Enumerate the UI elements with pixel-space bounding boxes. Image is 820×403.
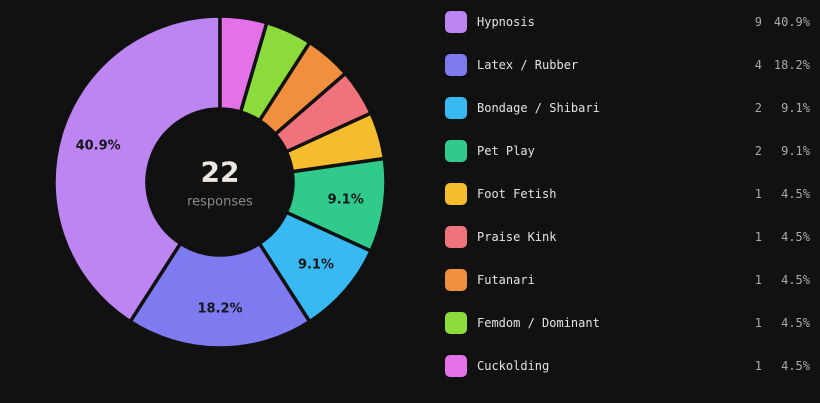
- donut-slices: [52, 14, 388, 350]
- pie-slice[interactable]: [128, 241, 312, 350]
- legend-item-percent: 4.5%: [781, 315, 810, 330]
- total-caption: responses: [187, 195, 253, 210]
- slice-percent-labels: 40.9% 18.2% 9.1% 9.1%: [76, 139, 364, 317]
- legend-item-percent: 4.5%: [781, 229, 810, 244]
- legend-item-label: Latex / Rubber: [477, 57, 579, 72]
- legend-item-count: 1: [754, 272, 762, 287]
- legend-item[interactable]: Bondage / Shibari 2 9.1%: [445, 86, 810, 129]
- legend-item[interactable]: Foot Fetish 1 4.5%: [445, 172, 810, 215]
- legend-item-count: 1: [754, 186, 762, 201]
- total-count: 22: [201, 156, 240, 189]
- legend-item-percent: 9.1%: [781, 143, 810, 158]
- legend-item-label: Praise Kink: [477, 229, 557, 244]
- donut-chart: 40.9% 18.2% 9.1% 9.1% 22 responses: [52, 14, 388, 350]
- legend-item-label: Foot Fetish: [477, 186, 557, 201]
- legend-item[interactable]: Pet Play 2 9.1%: [445, 129, 810, 172]
- legend-item[interactable]: Praise Kink 1 4.5%: [445, 215, 810, 258]
- legend-item[interactable]: Hypnosis 9 40.9%: [445, 0, 810, 43]
- legend-item-label: Femdom / Dominant: [477, 315, 600, 330]
- legend-item-count: 2: [754, 100, 762, 115]
- legend-color-swatch: [445, 225, 467, 248]
- slice-percent-label: 9.1%: [328, 193, 364, 208]
- pie-slice[interactable]: [218, 14, 269, 114]
- legend-color-swatch: [445, 10, 467, 33]
- legend-color-swatch: [445, 96, 467, 119]
- legend-color-swatch: [445, 311, 467, 334]
- legend-item-count: 1: [754, 229, 762, 244]
- legend-item[interactable]: Cuckolding 1 4.5%: [445, 344, 810, 387]
- legend-color-swatch: [445, 268, 467, 291]
- chart-legend: Hypnosis 9 40.9% Latex / Rubber 4 18.2% …: [445, 0, 810, 403]
- legend-item[interactable]: Femdom / Dominant 1 4.5%: [445, 301, 810, 344]
- legend-item-label: Bondage / Shibari: [477, 100, 600, 115]
- legend-color-swatch: [445, 139, 467, 162]
- legend-item-percent: 9.1%: [781, 100, 810, 115]
- legend-item-count: 9: [754, 14, 762, 29]
- slice-percent-label: 18.2%: [197, 302, 242, 317]
- legend-item-percent: 4.5%: [781, 186, 810, 201]
- legend-item[interactable]: Latex / Rubber 4 18.2%: [445, 43, 810, 86]
- legend-item-label: Futanari: [477, 272, 535, 287]
- legend-color-swatch: [445, 354, 467, 377]
- legend-color-swatch: [445, 182, 467, 205]
- legend-item-percent: 18.2%: [773, 57, 810, 72]
- legend-item-label: Cuckolding: [477, 358, 550, 373]
- legend-item[interactable]: Futanari 1 4.5%: [445, 258, 810, 301]
- legend-item-percent: 40.9%: [773, 14, 810, 29]
- legend-item-count: 1: [754, 315, 762, 330]
- legend-item-count: 4: [754, 57, 762, 72]
- legend-item-count: 1: [754, 358, 762, 373]
- legend-item-label: Hypnosis: [477, 14, 535, 29]
- legend-item-label: Pet Play: [477, 143, 535, 158]
- slice-percent-label: 9.1%: [298, 258, 334, 273]
- legend-item-percent: 4.5%: [781, 272, 810, 287]
- slice-percent-label: 40.9%: [76, 139, 121, 154]
- legend-item-count: 2: [754, 143, 762, 158]
- legend-color-swatch: [445, 53, 467, 76]
- legend-item-percent: 4.5%: [781, 358, 810, 373]
